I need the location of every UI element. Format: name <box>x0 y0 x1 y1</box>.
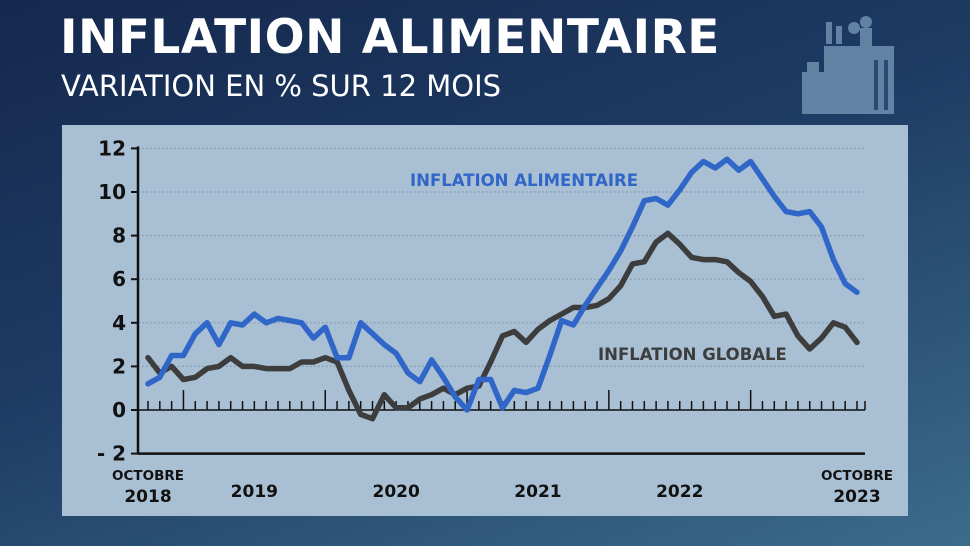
y-tick-label: 2 <box>112 354 126 378</box>
y-tick-label: 12 <box>98 136 126 160</box>
chart-panel: 12 10 8 6 4 2 0 - 2 OCTOBRE 2018 2019 2020 2021 2022 O… <box>62 125 908 516</box>
x-label-month: OCTOBRE <box>821 468 893 484</box>
x-label-year: 2021 <box>514 482 561 502</box>
line-chart: 12 10 8 6 4 2 0 - 2 OCTOBRE 2018 2019 2020 2021 2022 O… <box>97 136 893 507</box>
chart-title: INFLATION ALIMENTAIRE <box>60 10 720 65</box>
y-tick-label: 10 <box>98 180 126 204</box>
y-tick-label: 0 <box>112 398 126 422</box>
grocery-bag-icon <box>802 16 894 114</box>
x-label-year: 2019 <box>231 482 278 502</box>
x-label-year: 2023 <box>833 487 880 507</box>
series-label-inflation-alimentaire: INFLATION ALIMENTAIRE <box>410 171 638 190</box>
y-tick-label: - 2 <box>97 442 126 466</box>
y-tick-label: 4 <box>112 311 126 335</box>
series-line-inflation-alimentaire <box>145 156 860 413</box>
y-tick-label: 8 <box>112 224 126 248</box>
series-label-inflation-globale: INFLATION GLOBALE <box>598 345 787 364</box>
x-label-year: 2020 <box>372 482 419 502</box>
x-label-month: OCTOBRE <box>112 468 184 484</box>
chart-subtitle: VARIATION EN % SUR 12 MOIS <box>61 69 502 103</box>
series-line-inflation-globale <box>145 230 860 422</box>
x-label-year: 2022 <box>656 482 703 502</box>
y-tick-label: 6 <box>112 267 126 291</box>
x-label-year: 2018 <box>124 487 171 507</box>
